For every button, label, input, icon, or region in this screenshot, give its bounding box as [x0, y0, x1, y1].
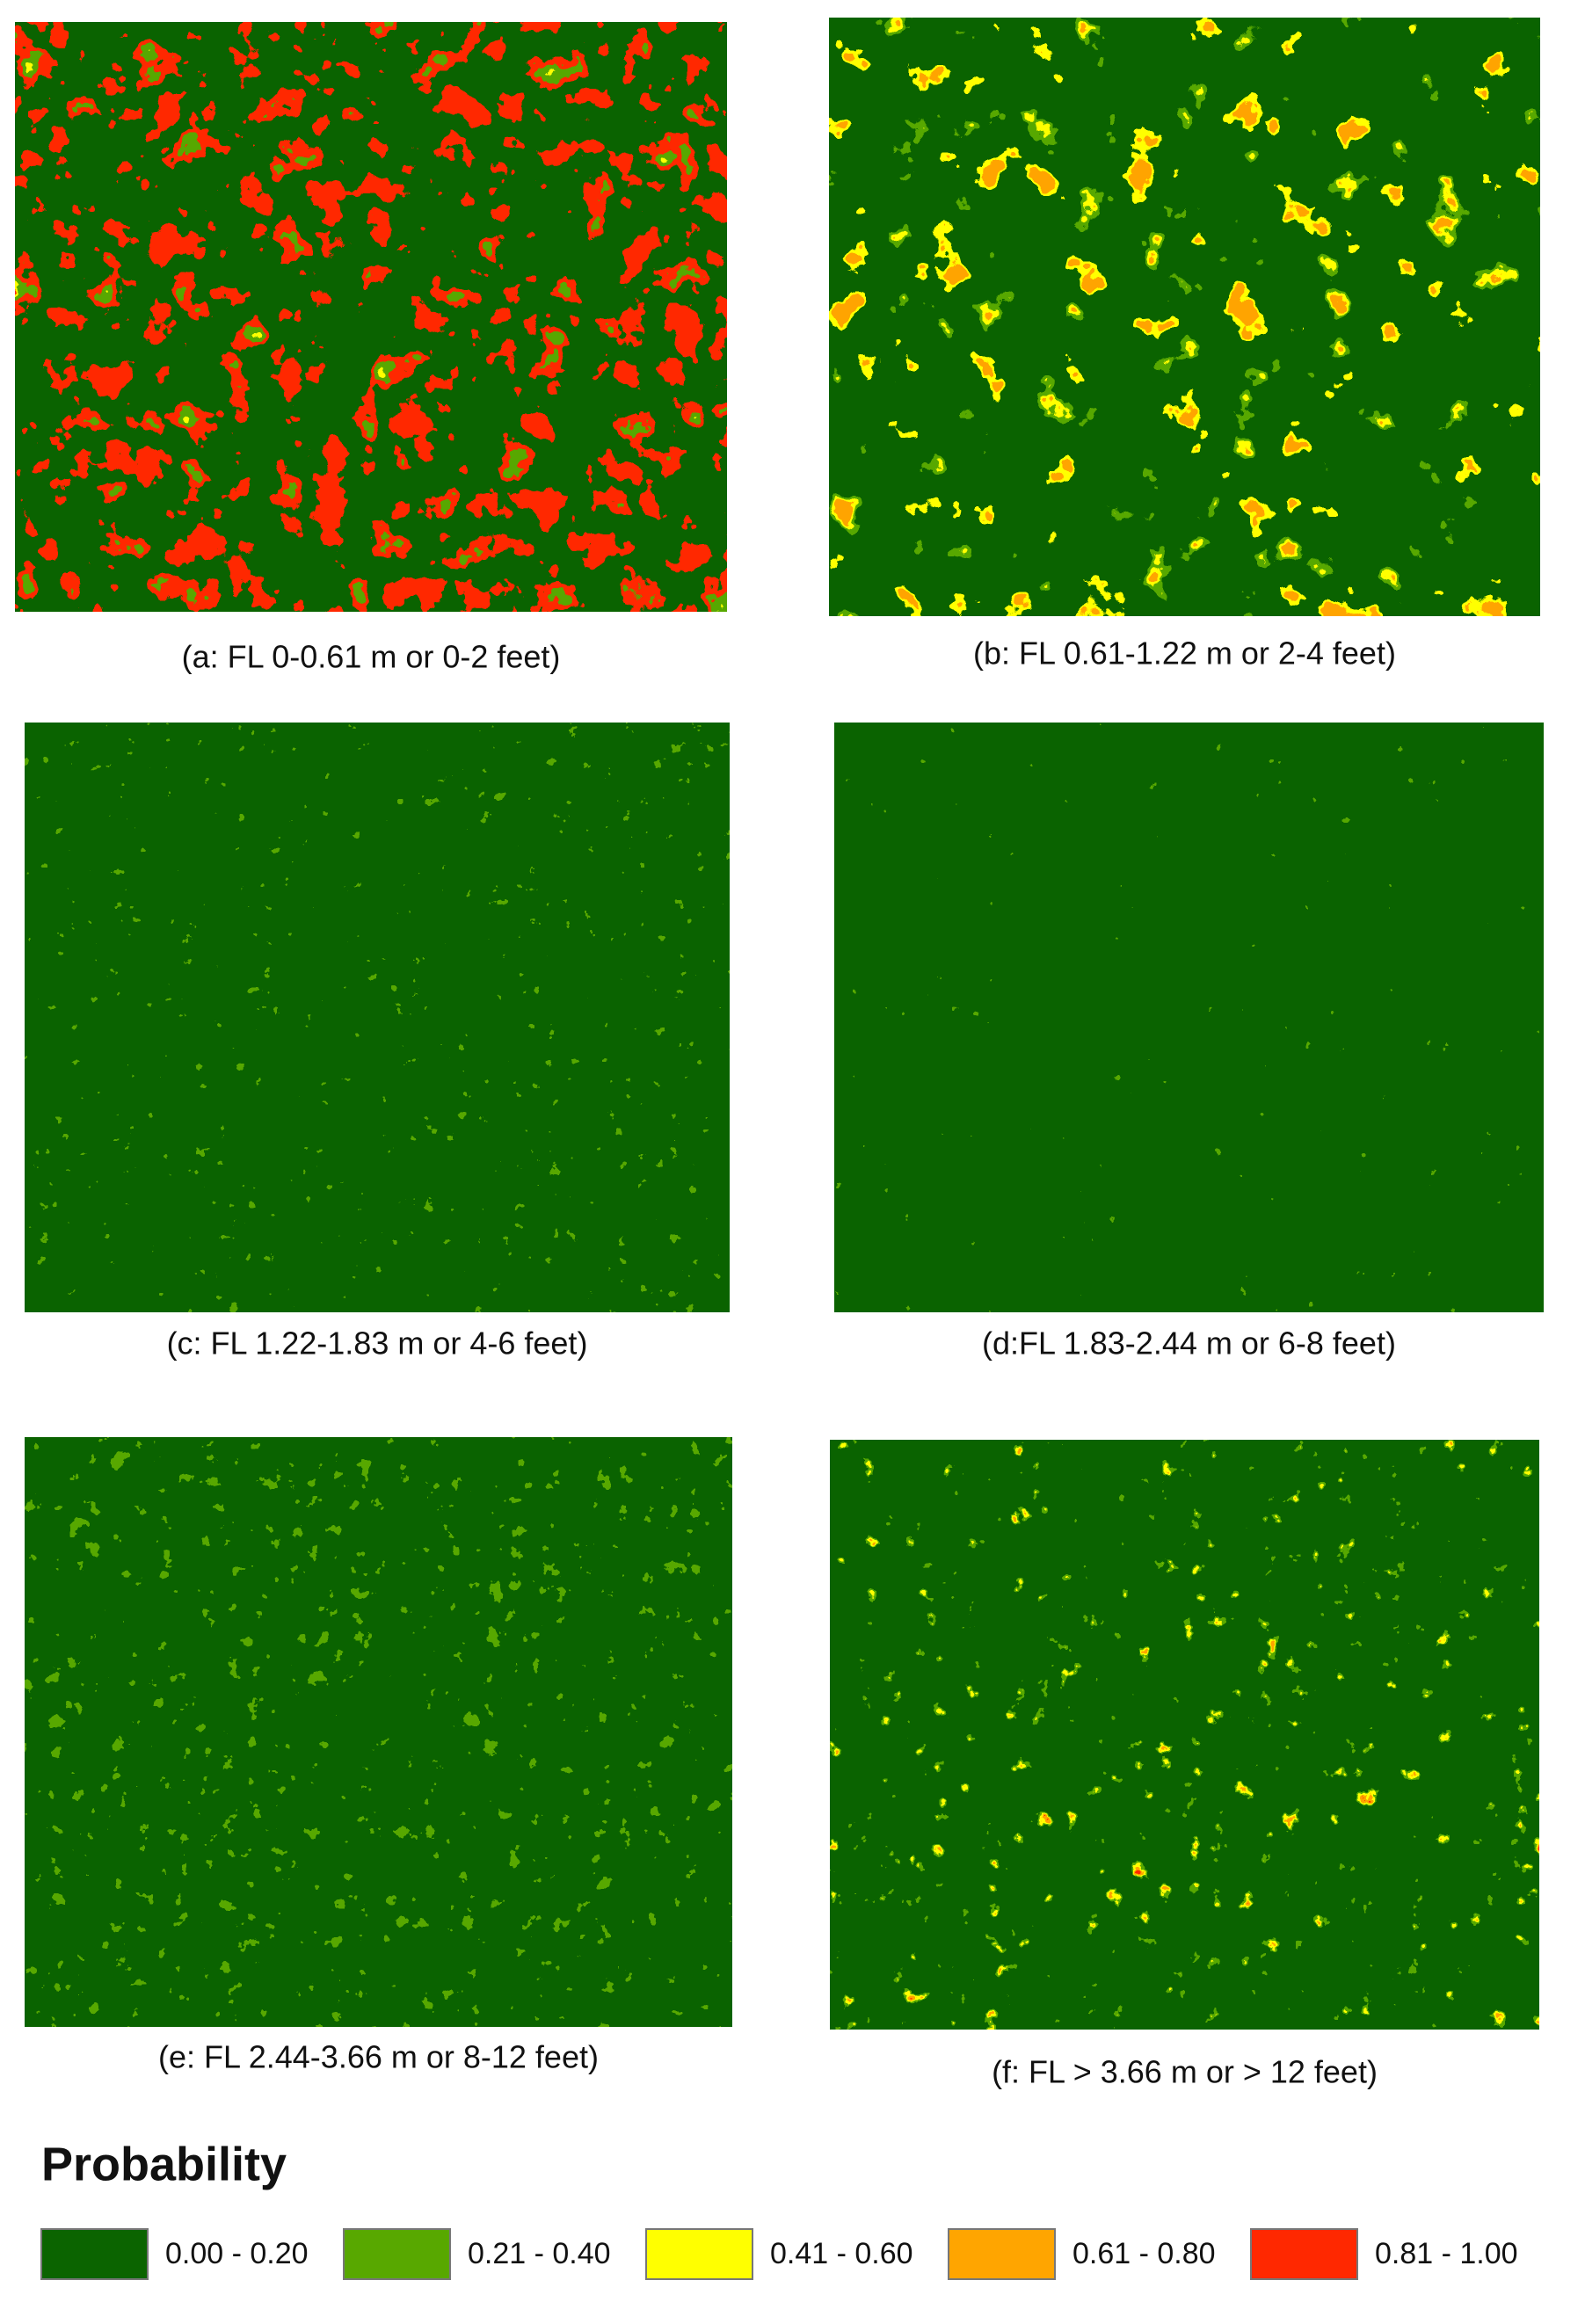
- legend-title: Probability: [41, 2138, 287, 2190]
- legend-swatch: [343, 2228, 451, 2280]
- map-panel: [834, 723, 1544, 1312]
- map-panel: [829, 18, 1540, 616]
- legend-swatch: [948, 2228, 1056, 2280]
- legend-label: 0.61 - 0.80: [1072, 2237, 1216, 2270]
- panel-caption: (e: FL 2.44-3.66 m or 8-12 feet): [158, 2039, 599, 2075]
- map-panel: [830, 1440, 1539, 2030]
- panel-caption: (c: FL 1.22-1.83 m or 4-6 feet): [167, 1325, 588, 1362]
- legend-label: 0.21 - 0.40: [468, 2237, 611, 2270]
- panel-caption: (f: FL > 3.66 m or > 12 feet): [992, 2054, 1378, 2090]
- panel-caption: (b: FL 0.61-1.22 m or 2-4 feet): [973, 635, 1396, 672]
- legend-label: 0.00 - 0.20: [165, 2237, 309, 2270]
- map-panel: [15, 22, 727, 612]
- legend-label: 0.41 - 0.60: [770, 2237, 913, 2270]
- panel-caption: (d:FL 1.83-2.44 m or 6-8 feet): [982, 1325, 1396, 1362]
- map-panel: [25, 1437, 732, 2027]
- panel-caption: (a: FL 0-0.61 m or 0-2 feet): [182, 639, 561, 675]
- legend-swatch: [1250, 2228, 1358, 2280]
- legend-swatch: [645, 2228, 753, 2280]
- legend-swatch: [40, 2228, 149, 2280]
- map-panel: [25, 723, 730, 1312]
- legend-label: 0.81 - 1.00: [1375, 2237, 1518, 2270]
